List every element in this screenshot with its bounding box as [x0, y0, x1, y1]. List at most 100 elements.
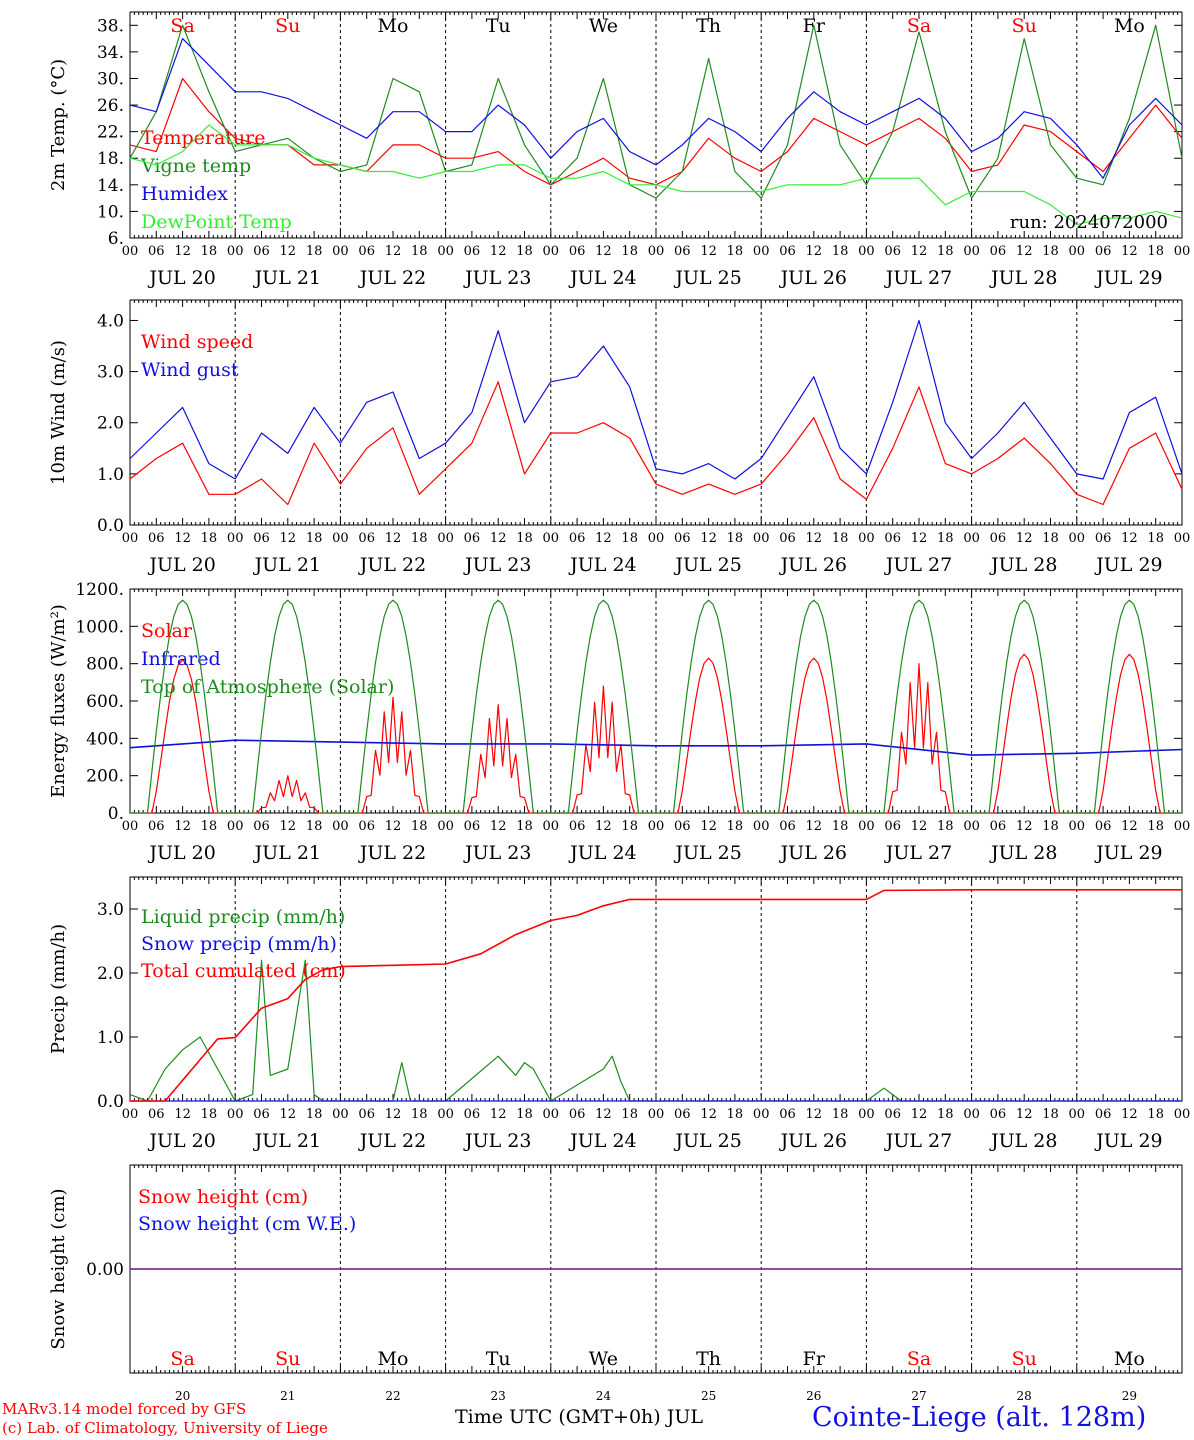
y-tick-label: 22.	[97, 123, 124, 143]
hour-tick-label: 12	[1016, 1107, 1033, 1122]
legend-entry: Top of Atmosphere (Solar)	[141, 676, 394, 698]
series-line	[129, 739, 1183, 756]
series-line	[129, 381, 1183, 506]
hour-tick-label: 06	[884, 1107, 901, 1122]
hour-tick-label: 18	[727, 531, 744, 546]
day-label: JUL 23	[463, 842, 531, 864]
y-tick-label: 0.	[108, 804, 124, 824]
weekday-label: Su	[275, 15, 300, 37]
hour-tick-label: 00	[122, 1107, 139, 1122]
hour-tick-label: 18	[727, 1107, 744, 1122]
legend-entry: Liquid precip (mm/h)	[141, 906, 345, 928]
hour-tick-label: 18	[306, 1107, 323, 1122]
y-tick-label: 3.0	[97, 363, 124, 383]
hour-tick-label: 06	[253, 244, 270, 259]
hour-tick-label: 06	[358, 1107, 375, 1122]
day-label: JUL 27	[884, 842, 952, 864]
day-label: JUL 24	[568, 267, 636, 289]
day-number-label: 28	[1017, 1389, 1032, 1403]
hour-tick-label: 06	[464, 819, 481, 834]
hour-tick-label: 00	[963, 531, 980, 546]
legend-entry: Snow height (cm)	[138, 1186, 308, 1208]
day-label: JUL 23	[463, 267, 531, 289]
series-line	[129, 37, 1183, 179]
hour-tick-label: 00	[858, 531, 875, 546]
hour-tick-label: 00	[227, 531, 244, 546]
hour-tick-label: 00	[648, 819, 665, 834]
day-label: JUL 20	[147, 1130, 215, 1152]
hour-tick-label: 12	[490, 244, 507, 259]
hour-tick-label: 06	[148, 1107, 165, 1122]
hour-tick-label: 06	[674, 244, 691, 259]
hour-tick-label: 06	[779, 1107, 796, 1122]
hour-tick-label: 00	[1069, 1107, 1086, 1122]
day-number-label: 24	[596, 1389, 612, 1403]
hour-tick-label: 18	[1147, 531, 1164, 546]
hour-tick-label: 18	[727, 244, 744, 259]
day-label: JUL 20	[147, 842, 215, 864]
weekday-label: Sa	[907, 1348, 931, 1370]
hour-tick-label: 18	[411, 244, 428, 259]
hour-tick-label: 00	[1069, 531, 1086, 546]
hour-tick-label: 06	[358, 819, 375, 834]
hour-tick-label: 18	[516, 819, 533, 834]
hour-tick-label: 18	[306, 244, 323, 259]
hour-tick-label: 00	[543, 819, 560, 834]
day-number-label: 25	[701, 1389, 716, 1403]
y-tick-label: 30.	[97, 69, 124, 89]
day-label: JUL 21	[253, 842, 321, 864]
hour-tick-label: 00	[963, 819, 980, 834]
hour-tick-label: 00	[963, 1107, 980, 1122]
hour-tick-label: 12	[595, 1107, 612, 1122]
hour-tick-label: 00	[437, 819, 454, 834]
hour-tick-label: 12	[1121, 819, 1138, 834]
hour-tick-label: 06	[884, 819, 901, 834]
hour-tick-label: 12	[911, 1107, 928, 1122]
hour-tick-label: 06	[358, 244, 375, 259]
day-number-label: 21	[280, 1389, 295, 1403]
day-label: JUL 29	[1094, 1130, 1162, 1152]
hour-tick-label: 00	[332, 244, 349, 259]
hour-tick-label: 18	[1147, 244, 1164, 259]
hour-tick-label: 18	[1042, 1107, 1059, 1122]
hour-tick-label: 12	[806, 531, 823, 546]
day-label: JUL 24	[568, 554, 636, 576]
hour-tick-label: 18	[306, 531, 323, 546]
series-line	[130, 599, 1182, 814]
y-axis-label: Snow height (cm)	[48, 1188, 69, 1349]
hour-tick-label: 12	[490, 531, 507, 546]
legend-entry: Humidex	[141, 183, 228, 205]
hour-tick-label: 18	[1042, 819, 1059, 834]
hour-tick-label: 00	[1174, 244, 1191, 259]
y-tick-label: 0.0	[97, 1092, 124, 1112]
legend-entry: Solar	[141, 620, 193, 642]
hour-tick-label: 18	[1147, 819, 1164, 834]
hour-tick-label: 00	[753, 531, 770, 546]
day-label: JUL 24	[568, 842, 636, 864]
hour-tick-label: 00	[332, 819, 349, 834]
y-tick-label: 1000.	[75, 617, 124, 637]
hour-tick-label: 00	[332, 1107, 349, 1122]
hour-tick-label: 18	[937, 819, 954, 834]
hour-tick-label: 12	[1016, 244, 1033, 259]
hour-tick-label: 12	[1121, 244, 1138, 259]
hour-tick-label: 06	[1095, 1107, 1112, 1122]
day-label: JUL 29	[1094, 554, 1162, 576]
hour-tick-label: 12	[595, 819, 612, 834]
hour-tick-label: 12	[385, 244, 402, 259]
legend-entry: Total cumulated (cm)	[141, 960, 346, 982]
weekday-label: Mo	[378, 15, 409, 37]
hour-tick-label: 06	[253, 819, 270, 834]
y-axis-label: 2m Temp. (°C)	[48, 59, 69, 191]
y-tick-label: 26.	[97, 96, 124, 116]
day-label: JUL 26	[779, 554, 847, 576]
y-tick-label: 10.	[97, 202, 124, 222]
hour-tick-label: 12	[174, 531, 191, 546]
station-name: Cointe-Liege (alt. 128m)	[812, 1402, 1147, 1433]
hour-tick-label: 06	[464, 244, 481, 259]
hour-tick-label: 06	[148, 819, 165, 834]
hour-tick-label: 00	[648, 1107, 665, 1122]
hour-tick-label: 00	[122, 531, 139, 546]
series-line	[129, 959, 1182, 1102]
